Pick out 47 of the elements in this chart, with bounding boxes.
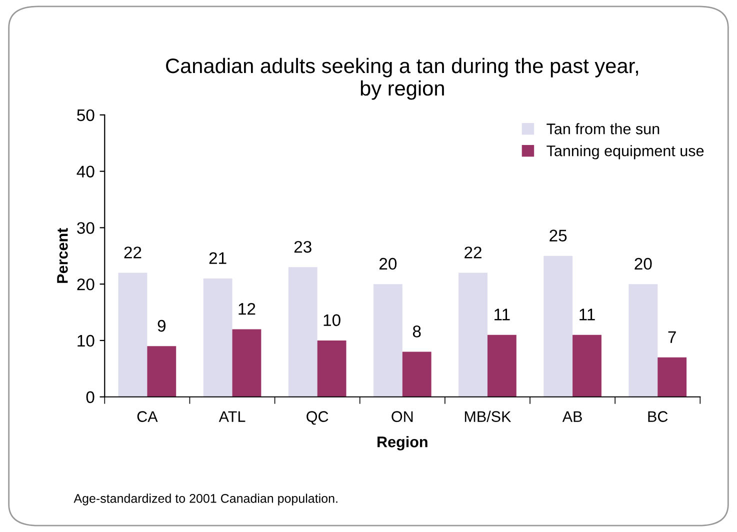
bar	[147, 346, 176, 397]
x-tick-label: ON	[392, 411, 413, 422]
bar	[317, 340, 346, 397]
bar	[544, 256, 573, 397]
bar	[373, 284, 402, 397]
bar	[118, 272, 148, 397]
x-tick-label: QC	[306, 411, 328, 425]
bar	[572, 334, 602, 397]
bar	[288, 267, 318, 397]
y-tick-label: 10	[78, 334, 94, 347]
x-axis-title: Region	[378, 436, 428, 450]
text: Age-standardized to 2001 Canadian population.	[74, 494, 338, 506]
data-label: 20	[634, 258, 652, 270]
data-label: 20	[380, 258, 397, 270]
y-axis-title: Percent	[57, 228, 68, 283]
x-tick-label: CA	[137, 411, 158, 422]
data-label: 11	[494, 308, 510, 320]
bar	[658, 357, 687, 397]
bar	[487, 334, 516, 397]
legend-label: Tanning equipment use	[546, 145, 704, 160]
bar	[628, 284, 658, 397]
data-label: 8	[412, 326, 421, 338]
bar	[232, 329, 262, 397]
data-label: 9	[158, 320, 166, 332]
y-tick-label: 50	[77, 109, 94, 122]
x-tick-label: BC	[648, 411, 668, 422]
chart-title: Canadian adults seeking a tan during the past year, by region	[166, 58, 638, 100]
bar	[402, 352, 432, 397]
x-tick-label: MB/SK	[464, 410, 512, 422]
x-tick-label: AB	[562, 411, 582, 422]
data-label: 11	[580, 308, 595, 320]
y-tick-label: 0	[86, 391, 94, 404]
y-tick-label: 40	[76, 166, 94, 178]
data-label: 10	[324, 314, 340, 326]
data-label: 22	[124, 246, 142, 258]
data-label: 7	[668, 331, 676, 343]
bar	[458, 272, 488, 397]
data-label: 25	[550, 230, 567, 242]
legend-label: Tan from the sun	[546, 123, 660, 134]
x-tick-label: ATL	[218, 411, 246, 422]
bar	[203, 278, 232, 397]
data-label: 23	[294, 240, 312, 253]
data-label: 21	[209, 252, 226, 264]
data-label: 12	[238, 302, 256, 315]
y-tick-label: 30	[77, 222, 94, 234]
data-label: 22	[464, 246, 482, 258]
y-tick-label: 20	[77, 278, 94, 290]
